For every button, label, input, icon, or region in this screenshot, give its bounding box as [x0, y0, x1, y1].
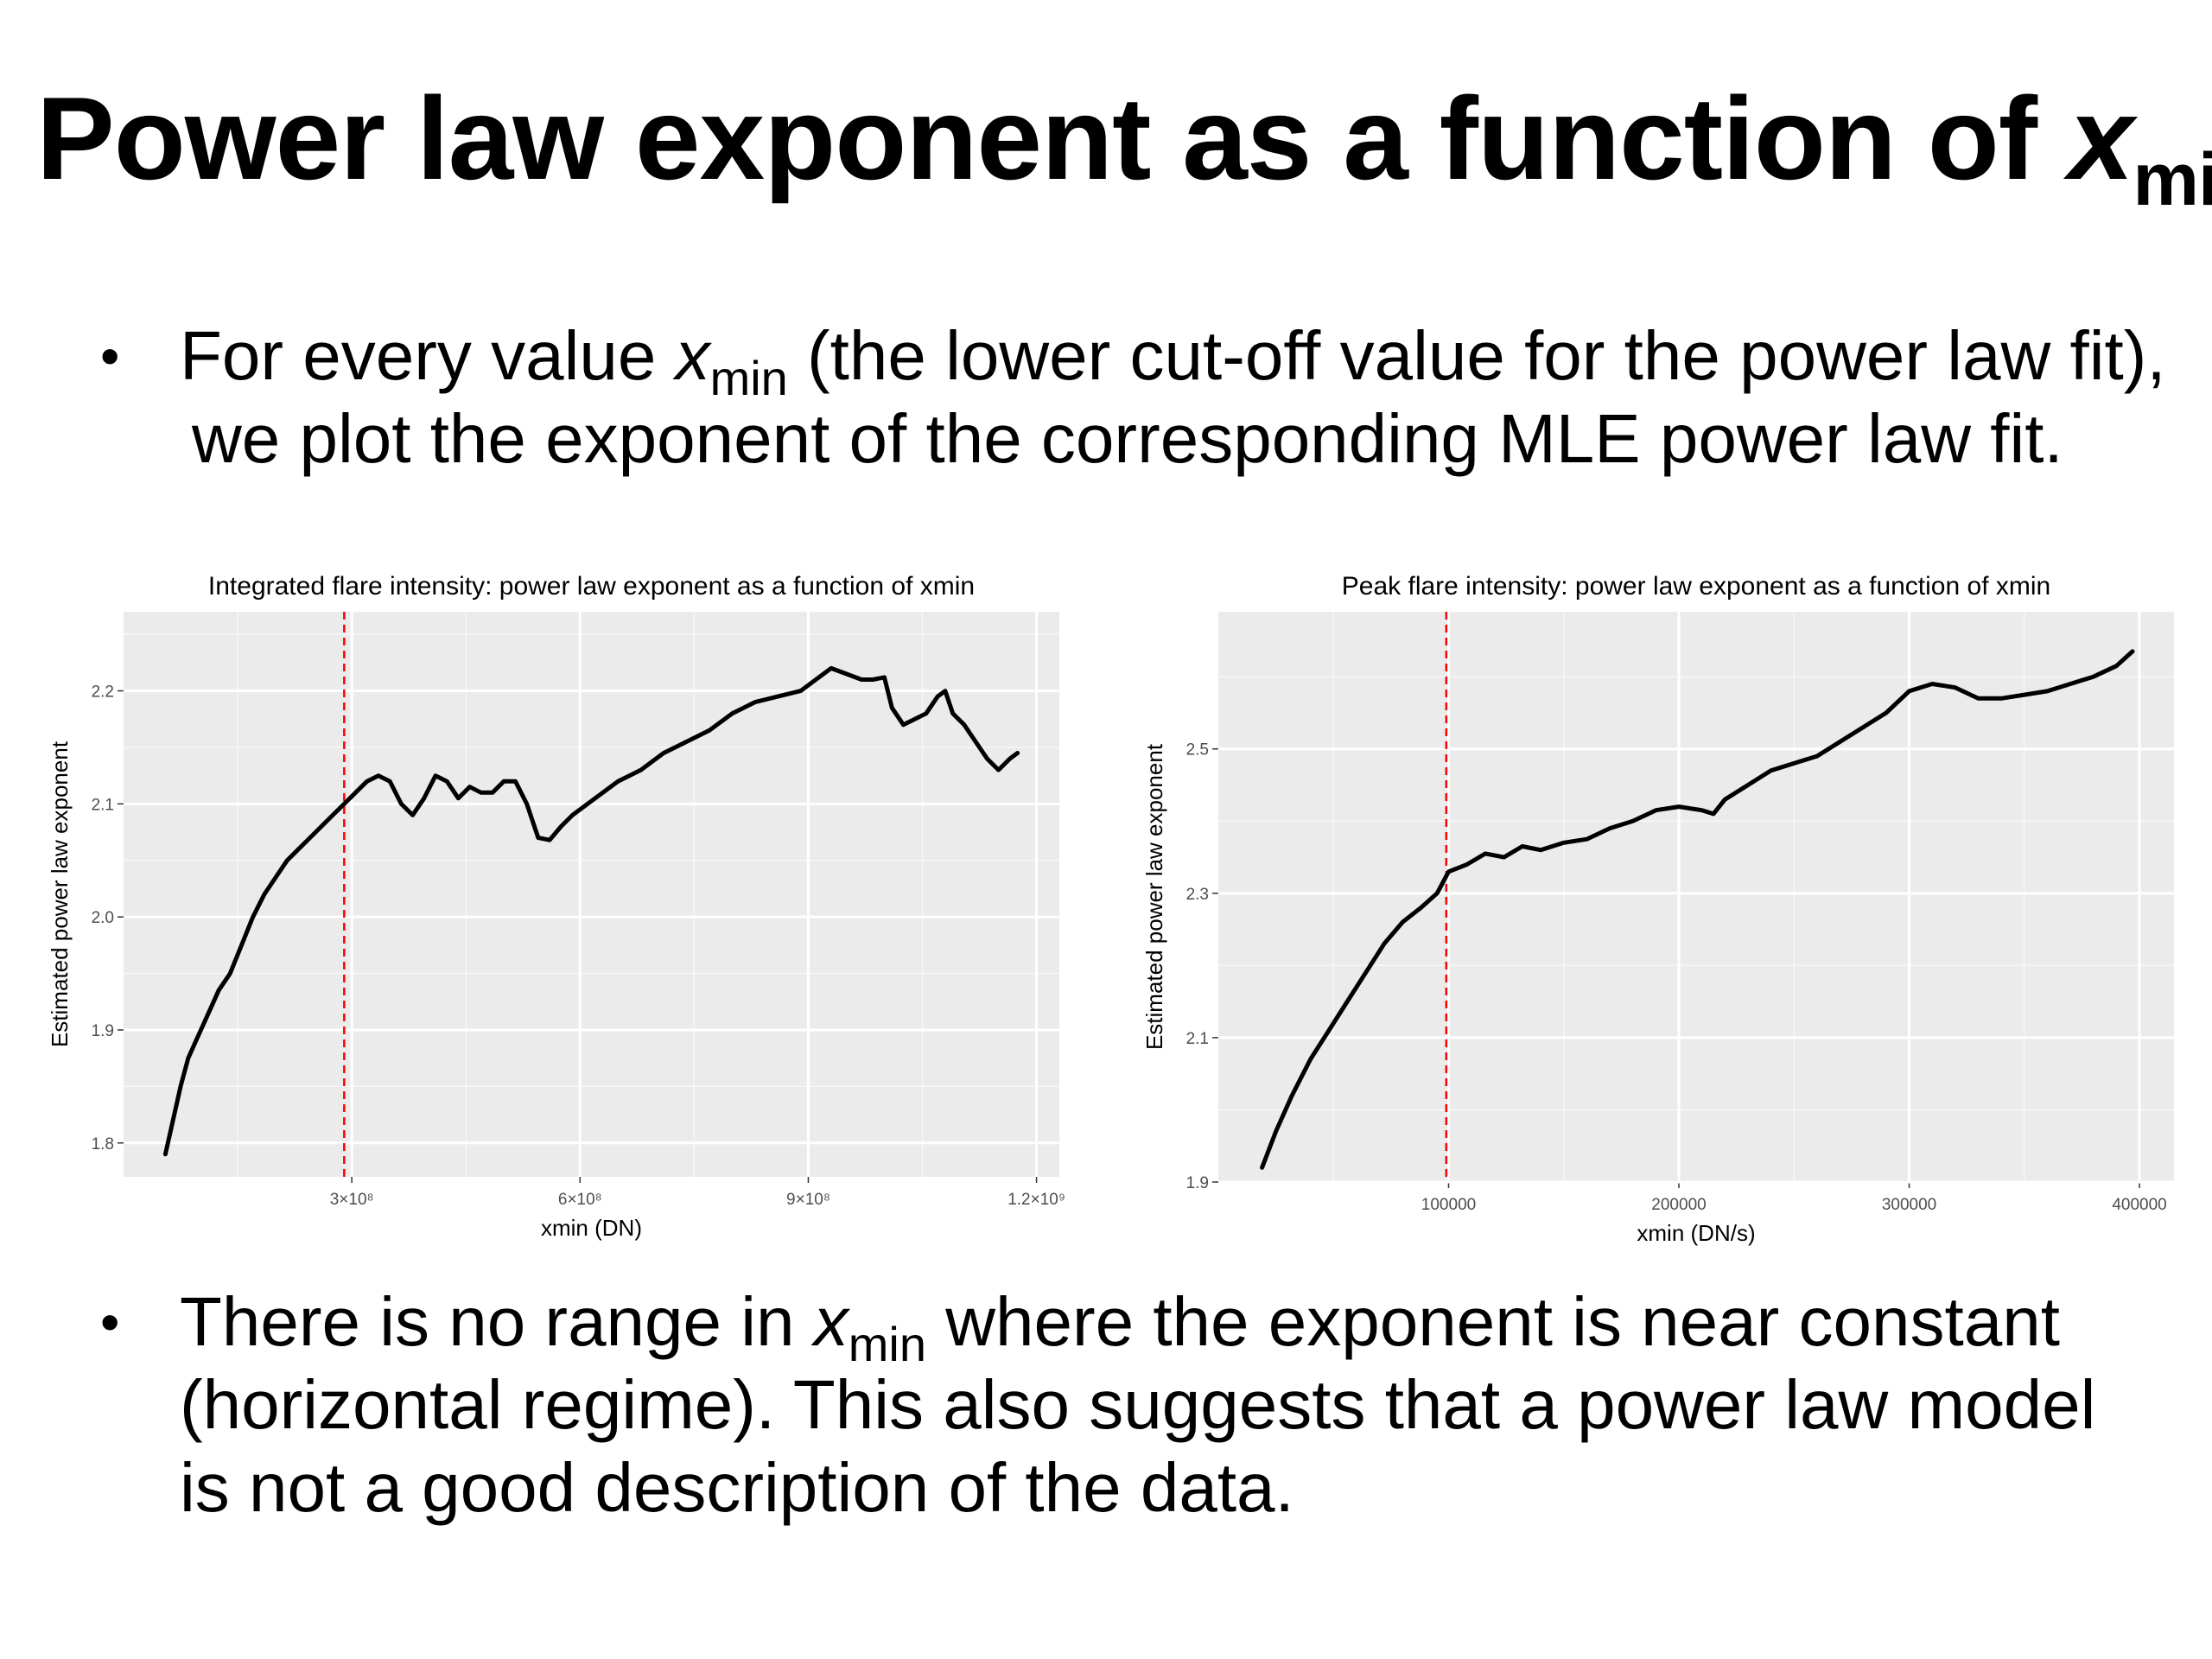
- y-tick-label: 1.9: [92, 1022, 114, 1040]
- bullet-1-line-2: we plot the exponent of the correspondin…: [192, 400, 2063, 477]
- bullet-1-sub: min: [709, 351, 788, 405]
- bullet-2-line-3: is not a good description of the data.: [180, 1449, 1294, 1526]
- x-tick-label: 400000: [2112, 1196, 2166, 1214]
- x-tick-label: 300000: [1882, 1196, 1936, 1214]
- x-tick-label: 9×10⁸: [786, 1191, 830, 1209]
- bullet-1-var: x: [675, 317, 710, 394]
- y-axis-label: Estimated power law exponent: [47, 741, 73, 1047]
- chart-title: Integrated flare intensity: power law ex…: [208, 572, 975, 601]
- bullet-2-line-1: There is no range in xmin where the expo…: [180, 1281, 2095, 1369]
- chart-title: Peak flare intensity: power law exponent…: [1342, 572, 2050, 601]
- bullet-2-line-2: (horizontal regime). This also suggests …: [180, 1366, 2096, 1443]
- x-axis-label: xmin (DN/s): [1637, 1220, 1755, 1246]
- slide-title-sub: min: [2133, 138, 2212, 221]
- bullet-dot: •: [100, 325, 120, 387]
- x-tick-label: 1.2×10⁹: [1007, 1191, 1065, 1209]
- y-tick-label: 2.0: [92, 909, 114, 927]
- y-tick-label: 2.1: [1186, 1030, 1209, 1048]
- x-tick-label: 6×10⁸: [558, 1191, 602, 1209]
- x-tick-label: 3×10⁸: [330, 1191, 374, 1209]
- slide-title-var: x: [2068, 73, 2134, 204]
- bullet-2-pre: There is no range in: [180, 1283, 814, 1360]
- slide-title-text: Power law exponent as a function of: [36, 73, 2069, 204]
- y-tick-label: 2.3: [1186, 886, 1209, 904]
- bullet-2-post: where the exponent is near constant: [925, 1283, 2060, 1360]
- bullet-1-post: (the lower cut-off value for the power l…: [787, 317, 2166, 394]
- exponent-series-line: [1260, 649, 2135, 1170]
- bullet-1: • For every value xmin (the lower cut-of…: [100, 315, 2166, 480]
- y-tick-label: 2.2: [92, 683, 114, 702]
- bullet-1-line-1: For every value xmin (the lower cut-off …: [180, 315, 2166, 403]
- x-tick-label: 200000: [1651, 1196, 1706, 1214]
- y-tick-label: 2.5: [1186, 741, 1209, 760]
- x-tick-label: 100000: [1421, 1196, 1476, 1214]
- slide-title: Power law exponent as a function of xmin: [36, 79, 2212, 217]
- plot-panel: [124, 612, 1059, 1177]
- plot-panel: [1218, 612, 2174, 1182]
- chart-peak-flare: 100000 200000 300000 400000 1.9 2.1 2.3 2.5 Peak…: [1141, 572, 2174, 1246]
- bullet-1-pre: For every value: [180, 317, 676, 394]
- y-tick-label: 1.9: [1186, 1174, 1209, 1192]
- exponent-series-line: [162, 665, 1020, 1157]
- y-tick-label: 1.8: [92, 1135, 114, 1154]
- x-axis-label: xmin (DN): [541, 1215, 642, 1241]
- y-tick-label: 2.1: [92, 796, 114, 814]
- bullet-2: • There is no range in xmin where the ex…: [100, 1281, 2096, 1529]
- bullet-2-sub: min: [848, 1317, 926, 1371]
- bullet-2-var: x: [813, 1283, 849, 1360]
- bullet-dot: •: [100, 1291, 120, 1353]
- y-axis-label: Estimated power law exponent: [1141, 743, 1167, 1050]
- chart-integrated-flare: 3×10⁸ 6×10⁸ 9×10⁸ 1.2×10⁹ 1.8 1.9 2.0 2.1 2.2 Int…: [47, 572, 1065, 1241]
